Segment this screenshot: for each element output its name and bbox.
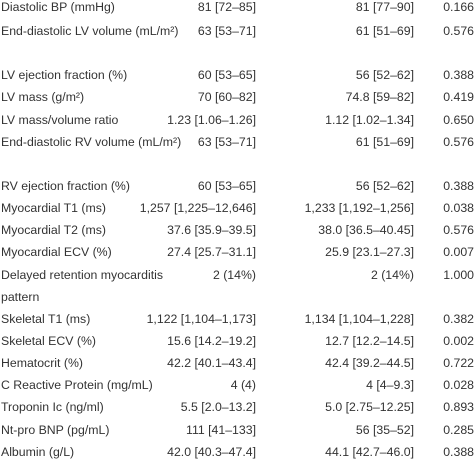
group1-value: 15.6 [14.2–19.2]: [167, 334, 256, 349]
group2-value: 61 [51–69]: [355, 24, 414, 38]
row-label: Delayed retention myocarditis pattern: [1, 267, 163, 304]
table-row: Myocardial T1 (ms) 1,257 [1,225–12,646] …: [0, 197, 474, 219]
row-label: LV mass/volume ratio: [1, 112, 119, 127]
group2-value: 81 [77–90]: [355, 0, 414, 14]
p-value: 0.722: [443, 356, 474, 371]
group1-value: 37.6 [35.9–39.5]: [167, 223, 256, 238]
group1-value: 2 (14%): [212, 267, 256, 282]
group2-value: 25.9 [23.1–27.3]: [325, 245, 414, 260]
p-value: 0.650: [443, 112, 474, 127]
row-label: Skeletal ECV (%): [1, 334, 96, 349]
group1-value: 1,257 [1,225–12,646]: [139, 201, 256, 216]
group1-value: 60 [53–65]: [197, 179, 256, 194]
group2-value: 2 (14%): [370, 267, 414, 282]
p-value: 0.285: [443, 422, 474, 437]
table-row: Myocardial ECV (%) 27.4 [25.7–31.1] 25.9…: [0, 241, 474, 263]
table-row: C Reactive Protein (mg/mL) 4 (4) 4 [4–9.…: [0, 374, 474, 396]
group1-value: 63 [53–71]: [197, 24, 256, 38]
row-label: Skeletal T1 (ms): [1, 311, 91, 326]
group2-value: 42.4 [39.2–44.5]: [325, 356, 414, 371]
table-row: End-diastolic RV volume (mL/m²) 63 [53–7…: [0, 131, 474, 175]
group1-value: 1,122 [1,104–1,173]: [146, 311, 256, 326]
p-value: 0.166: [443, 0, 474, 14]
group2-value: 12.7 [12.2–14.5]: [325, 334, 414, 349]
table-row: Skeletal ECV (%) 15.6 [14.2–19.2] 12.7 […: [0, 330, 474, 352]
group2-value: 74.8 [59–82]: [345, 90, 414, 105]
data-table: Diastolic BP (mmHg) 81 [72–85] 81 [77–90…: [0, 0, 474, 463]
p-value: 0.388: [443, 444, 474, 459]
group1-value: 42.2 [40.1–43.4]: [167, 356, 256, 371]
p-value: 0.388: [443, 179, 474, 194]
row-label: Hematocrit (%): [1, 356, 83, 371]
row-label: Diastolic BP (mmHg): [1, 0, 115, 14]
row-label: RV ejection fraction (%): [1, 179, 130, 194]
group1-value: 42.0 [40.3–47.4]: [167, 444, 256, 459]
group2-value: 1,233 [1,192–1,256]: [304, 201, 414, 216]
table-row: LV mass (g/m²) 70 [60–82] 74.8 [59–82] 0…: [0, 86, 474, 108]
p-value: 0.419: [443, 90, 474, 105]
p-value: 0.038: [443, 201, 474, 216]
group2-value: 56 [52–62]: [355, 68, 414, 83]
group1-value: 81 [72–85]: [197, 0, 256, 14]
p-value: 0.576: [443, 223, 474, 238]
row-label: Myocardial ECV (%): [1, 245, 112, 260]
p-value: 0.893: [443, 400, 474, 415]
group1-value: 1.23 [1.06–1.26]: [167, 112, 256, 127]
group1-value: 4 (4): [230, 378, 256, 393]
table-row: RV ejection fraction (%) 60 [53–65] 56 […: [0, 175, 474, 197]
p-value: 0.007: [443, 245, 474, 260]
group1-value: 60 [53–65]: [197, 68, 256, 83]
row-label: End-diastolic LV volume (mL/m²): [1, 24, 179, 38]
group2-value: 4 [4–9.3]: [366, 378, 414, 393]
table-row: Nt-pro BNP (pg/mL) 111 [41–133] 56 [35–5…: [0, 419, 474, 441]
p-value: 0.576: [443, 24, 474, 38]
table-row: Diastolic BP (mmHg) 81 [72–85] 81 [77–90…: [0, 0, 474, 20]
group1-value: 63 [53–71]: [197, 134, 256, 149]
row-label: LV mass (g/m²): [1, 90, 85, 105]
table-row: Hematocrit (%) 42.2 [40.1–43.4] 42.4 [39…: [0, 352, 474, 374]
row-label: LV ejection fraction (%): [1, 68, 128, 83]
table-row: End-diastolic LV volume (mL/m²) 63 [53–7…: [0, 20, 474, 64]
row-label: Myocardial T1 (ms): [1, 201, 106, 216]
group1-value: 111 [41–133]: [186, 422, 256, 437]
group2-value: 38.0 [36.5–40.45]: [318, 223, 414, 238]
table-row: Skeletal T1 (ms) 1,122 [1,104–1,173] 1,1…: [0, 308, 474, 330]
row-label: Nt-pro BNP (pg/mL): [1, 422, 110, 437]
group2-value: 1.12 [1.02–1.34]: [325, 112, 414, 127]
row-label: Troponin Ic (ng/ml): [1, 400, 104, 415]
p-value: 1.000: [443, 267, 474, 282]
table-row: LV ejection fraction (%) 60 [53–65] 56 […: [0, 64, 474, 86]
table-row: Troponin Ic (ng/ml) 5.5 [2.0–13.2] 5.0 […: [0, 396, 474, 418]
row-label: C Reactive Protein (mg/mL): [1, 378, 153, 393]
group1-value: 70 [60–82]: [197, 90, 256, 105]
group2-value: 1,134 [1,104–1,228]: [304, 311, 414, 326]
table-row: Albumin (g/L) 42.0 [40.3–47.4] 44.1 [42.…: [0, 441, 474, 463]
group2-value: 56 [52–62]: [355, 179, 414, 194]
p-value: 0.576: [443, 134, 474, 149]
p-value: 0.028: [443, 378, 474, 393]
group1-value: 27.4 [25.7–31.1]: [167, 245, 256, 260]
group2-value: 56 [35–52]: [355, 422, 414, 437]
p-value: 0.002: [443, 334, 474, 349]
table-row: LV mass/volume ratio 1.23 [1.06–1.26] 1.…: [0, 109, 474, 131]
table-row: Myocardial T2 (ms) 37.6 [35.9–39.5] 38.0…: [0, 219, 474, 241]
p-value: 0.382: [443, 311, 474, 326]
group1-value: 5.5 [2.0–13.2]: [180, 400, 256, 415]
group2-value: 61 [51–69]: [355, 134, 414, 149]
row-label: End-diastolic RV volume (mL/m²): [1, 134, 182, 149]
row-label: Albumin (g/L): [1, 444, 75, 459]
table-row: Delayed retention myocarditis pattern 2 …: [0, 264, 474, 308]
group2-value: 44.1 [42.7–46.0]: [325, 444, 414, 459]
group2-value: 5.0 [2.75–12.25]: [325, 400, 414, 415]
row-label: Myocardial T2 (ms): [1, 223, 106, 238]
p-value: 0.388: [443, 68, 474, 83]
